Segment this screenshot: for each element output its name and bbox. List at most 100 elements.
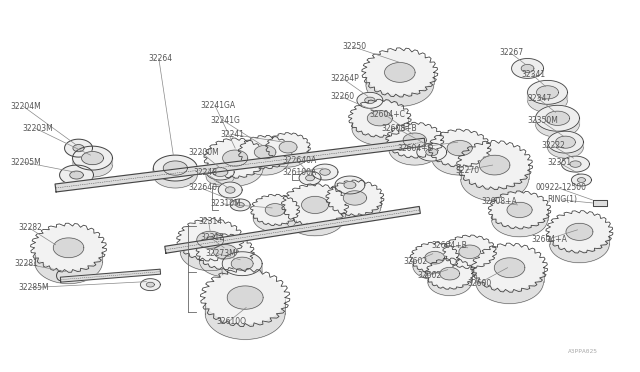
Text: 32341: 32341 bbox=[522, 70, 546, 79]
Polygon shape bbox=[492, 210, 547, 237]
Polygon shape bbox=[65, 139, 93, 157]
Text: 32241: 32241 bbox=[220, 130, 244, 139]
Polygon shape bbox=[72, 158, 113, 177]
Polygon shape bbox=[241, 152, 289, 175]
Polygon shape bbox=[73, 145, 84, 152]
Polygon shape bbox=[207, 158, 263, 186]
Text: 32200M: 32200M bbox=[188, 148, 219, 157]
Polygon shape bbox=[212, 168, 228, 176]
Polygon shape bbox=[389, 140, 441, 165]
Polygon shape bbox=[536, 118, 579, 137]
Text: 322640A: 322640A bbox=[282, 155, 316, 164]
Polygon shape bbox=[222, 252, 262, 276]
Polygon shape bbox=[199, 252, 251, 277]
Polygon shape bbox=[445, 237, 493, 267]
Text: 00922-12500: 00922-12500 bbox=[536, 183, 586, 192]
Polygon shape bbox=[222, 264, 262, 283]
Text: 32250: 32250 bbox=[342, 42, 366, 51]
Text: 32248: 32248 bbox=[193, 167, 217, 177]
Polygon shape bbox=[352, 101, 408, 135]
Polygon shape bbox=[199, 236, 251, 268]
Text: 32610Q: 32610Q bbox=[216, 317, 246, 326]
Polygon shape bbox=[479, 155, 510, 175]
Polygon shape bbox=[60, 269, 161, 282]
Polygon shape bbox=[366, 51, 434, 94]
Polygon shape bbox=[570, 161, 581, 167]
Polygon shape bbox=[196, 231, 224, 248]
Polygon shape bbox=[440, 267, 460, 280]
Polygon shape bbox=[545, 111, 570, 125]
Text: 32350M: 32350M bbox=[527, 116, 559, 125]
Polygon shape bbox=[225, 187, 235, 193]
Polygon shape bbox=[268, 134, 308, 160]
Polygon shape bbox=[205, 272, 285, 324]
Polygon shape bbox=[343, 191, 367, 205]
Text: 32282: 32282 bbox=[19, 223, 42, 232]
Polygon shape bbox=[425, 251, 445, 264]
Polygon shape bbox=[577, 178, 586, 182]
Text: 32351: 32351 bbox=[547, 158, 572, 167]
Polygon shape bbox=[536, 105, 579, 131]
Polygon shape bbox=[81, 151, 104, 165]
Polygon shape bbox=[352, 118, 408, 145]
Polygon shape bbox=[385, 62, 415, 82]
Polygon shape bbox=[417, 143, 447, 161]
Polygon shape bbox=[547, 131, 584, 153]
Polygon shape bbox=[476, 246, 543, 290]
Text: 32264P: 32264P bbox=[330, 74, 359, 83]
Text: A3PPA025: A3PPA025 bbox=[568, 349, 597, 355]
Polygon shape bbox=[301, 196, 328, 214]
Polygon shape bbox=[236, 202, 244, 207]
Polygon shape bbox=[366, 73, 434, 106]
Polygon shape bbox=[550, 213, 609, 251]
Text: 32310M: 32310M bbox=[210, 199, 241, 208]
Text: 32204M: 32204M bbox=[11, 102, 42, 111]
Polygon shape bbox=[164, 206, 420, 253]
Polygon shape bbox=[367, 110, 392, 126]
Polygon shape bbox=[312, 164, 338, 180]
Polygon shape bbox=[527, 80, 568, 104]
Polygon shape bbox=[389, 124, 441, 156]
Text: 32222: 32222 bbox=[541, 141, 565, 150]
Polygon shape bbox=[432, 148, 488, 175]
Text: 32241GA: 32241GA bbox=[200, 101, 236, 110]
Polygon shape bbox=[459, 245, 481, 259]
Polygon shape bbox=[55, 138, 425, 192]
Polygon shape bbox=[72, 146, 113, 170]
Polygon shape bbox=[205, 298, 285, 339]
Polygon shape bbox=[344, 182, 356, 189]
Polygon shape bbox=[60, 165, 93, 185]
Polygon shape bbox=[35, 248, 102, 283]
Polygon shape bbox=[527, 92, 568, 112]
Polygon shape bbox=[230, 199, 250, 211]
Polygon shape bbox=[511, 58, 543, 78]
Text: 32312: 32312 bbox=[200, 233, 224, 242]
Polygon shape bbox=[154, 168, 197, 188]
Polygon shape bbox=[357, 92, 383, 108]
Polygon shape bbox=[494, 258, 525, 278]
Polygon shape bbox=[154, 155, 197, 181]
Polygon shape bbox=[180, 221, 240, 259]
Polygon shape bbox=[180, 240, 240, 271]
Polygon shape bbox=[265, 203, 285, 216]
Polygon shape bbox=[550, 232, 609, 263]
Text: 32267: 32267 bbox=[500, 48, 524, 57]
Polygon shape bbox=[70, 171, 83, 179]
Text: 32314: 32314 bbox=[198, 217, 222, 227]
Text: 32604+C: 32604+C bbox=[370, 110, 406, 119]
Polygon shape bbox=[329, 198, 381, 223]
Text: 322640: 322640 bbox=[188, 183, 218, 192]
Polygon shape bbox=[521, 64, 534, 73]
Polygon shape bbox=[566, 223, 593, 240]
Polygon shape bbox=[206, 164, 234, 180]
Polygon shape bbox=[306, 175, 314, 181]
Polygon shape bbox=[413, 244, 457, 272]
Text: 32602: 32602 bbox=[418, 271, 442, 280]
Text: 32281: 32281 bbox=[15, 259, 38, 268]
Polygon shape bbox=[447, 141, 472, 156]
Polygon shape bbox=[253, 210, 297, 232]
Text: 32604+D: 32604+D bbox=[398, 144, 435, 153]
Text: 32602: 32602 bbox=[404, 257, 428, 266]
Polygon shape bbox=[536, 86, 559, 99]
Text: RING(1): RING(1) bbox=[547, 195, 577, 205]
